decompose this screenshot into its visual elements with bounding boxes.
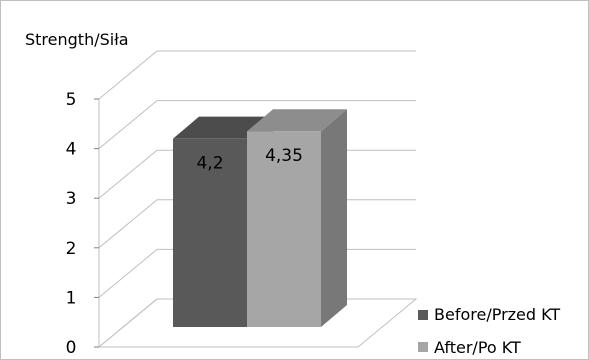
gridline-side (98, 50, 158, 100)
gridline-side (98, 199, 158, 249)
y-tick-label: 0 (66, 338, 77, 358)
y-tick-label: 4 (66, 140, 77, 160)
y-tick-label: 2 (66, 239, 77, 259)
gridline-side (98, 100, 158, 149)
bar-front (247, 131, 321, 327)
gridline-side (98, 249, 158, 298)
y-tick-label: 3 (66, 189, 77, 209)
bar-1: 4,35 (247, 109, 347, 328)
legend: Before/Przed KT After/Po KT (418, 305, 560, 357)
y-tick-label: 5 (66, 90, 77, 110)
gridline-side (98, 149, 158, 199)
bar-top (247, 109, 347, 132)
legend-label-before: Before/Przed KT (434, 305, 560, 324)
y-axis-ticks: 0 1 2 3 4 5 (66, 90, 77, 358)
y-axis-label: Strength/Siła (25, 30, 129, 49)
data-label: 4,35 (265, 146, 303, 166)
legend-swatch-before (418, 310, 428, 320)
data-label: 4,2 (196, 154, 223, 174)
gridline-side (98, 298, 158, 348)
chart-bars: 4,2 4,35 (173, 109, 347, 328)
legend-swatch-after (418, 342, 428, 352)
y-tick-label: 1 (66, 288, 77, 308)
bar-side (321, 109, 347, 328)
bar-front (173, 138, 247, 327)
legend-label-after: After/Po KT (434, 338, 521, 357)
